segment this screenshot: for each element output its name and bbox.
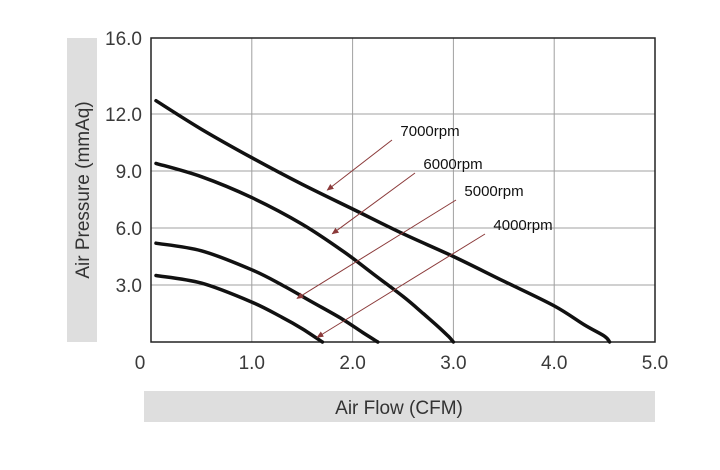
x-tick-label-3-0: 3.0	[440, 353, 466, 374]
x-tick-label-0: 0	[135, 353, 146, 374]
x-axis-label-band	[144, 391, 655, 422]
annotation-arrow-5000rpm	[296, 199, 457, 299]
annotation-arrow-4000rpm	[316, 233, 486, 338]
annotation-arrow-7000rpm	[326, 139, 393, 191]
y-tick-labels: 3.0 6.0 9.0 12.0 16.0	[105, 29, 142, 297]
annotation-label-4000rpm: 4000rpm	[493, 217, 552, 234]
series-line-7000rpm	[154, 98, 612, 344]
y-axis-label-band	[67, 38, 97, 342]
x-tick-labels: 0 1.0 2.0 3.0 4.0 5.0	[135, 353, 669, 374]
series-line-4000rpm	[154, 273, 325, 344]
annotation-label-7000rpm: 7000rpm	[400, 123, 459, 140]
y-tick-label-9-0: 9.0	[116, 162, 142, 183]
annotation-arrow-6000rpm	[331, 172, 416, 235]
y-axis-title: Air Pressure (mmAq)	[73, 101, 94, 278]
series-line-6000rpm	[154, 161, 456, 344]
x-tick-label-2-0: 2.0	[339, 353, 365, 374]
x-tick-label-5-0: 5.0	[642, 353, 668, 374]
y-tick-label-16-0: 16.0	[105, 29, 142, 50]
y-tick-label-12-0: 12.0	[105, 105, 142, 126]
plot-frame	[150, 37, 656, 343]
x-tick-label-1-0: 1.0	[239, 353, 265, 374]
x-axis-title: Air Flow (CFM)	[335, 398, 463, 419]
y-tick-label-6-0: 6.0	[116, 219, 142, 240]
annotations: 7000rpm 6000rpm 5000rpm 4000rpm	[296, 123, 553, 338]
series-line-5000rpm	[154, 241, 380, 344]
annotation-label-6000rpm: 6000rpm	[423, 156, 482, 173]
y-tick-label-3-0: 3.0	[116, 276, 142, 297]
grid	[151, 38, 655, 342]
x-tick-label-4-0: 4.0	[541, 353, 567, 374]
annotation-label-5000rpm: 5000rpm	[464, 183, 523, 200]
